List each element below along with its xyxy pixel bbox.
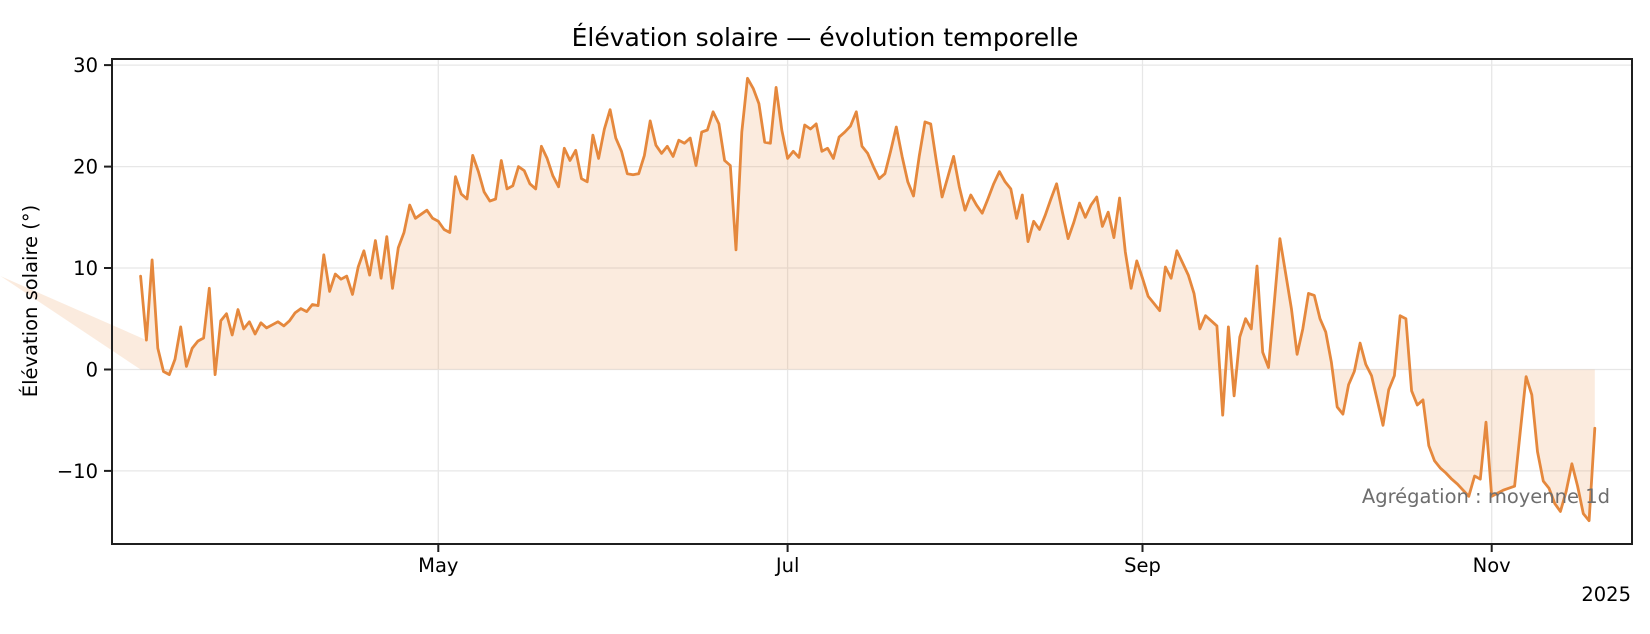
tick-marks xyxy=(104,64,1493,552)
y-tick-label: 30 xyxy=(73,54,98,77)
x-tick-label: May xyxy=(418,554,458,577)
elevation-line xyxy=(139,76,1597,523)
x-tick-labels: May Jul Sep Nov xyxy=(418,554,1511,577)
y-tick-labels: −10 0 10 20 30 xyxy=(57,54,98,483)
aggregation-annotation: Agrégation : moyenne 1d xyxy=(1362,485,1610,508)
chart-title: Élévation solaire — évolution temporelle xyxy=(572,23,1079,52)
x-tick-label: Jul xyxy=(774,554,800,577)
x-tick-label: Nov xyxy=(1473,554,1511,577)
x-tick-label: Sep xyxy=(1124,554,1161,577)
year-offset-label: 2025 xyxy=(1581,583,1631,606)
y-axis-label: Élévation solaire (°) xyxy=(19,205,42,397)
gridlines xyxy=(112,59,1632,544)
y-tick-label: −10 xyxy=(57,460,98,483)
y-tick-label: 20 xyxy=(73,156,98,179)
y-tick-label: 10 xyxy=(73,257,98,280)
plot-border xyxy=(111,58,1633,545)
y-tick-label: 0 xyxy=(86,359,98,382)
area-fill xyxy=(0,78,1595,521)
